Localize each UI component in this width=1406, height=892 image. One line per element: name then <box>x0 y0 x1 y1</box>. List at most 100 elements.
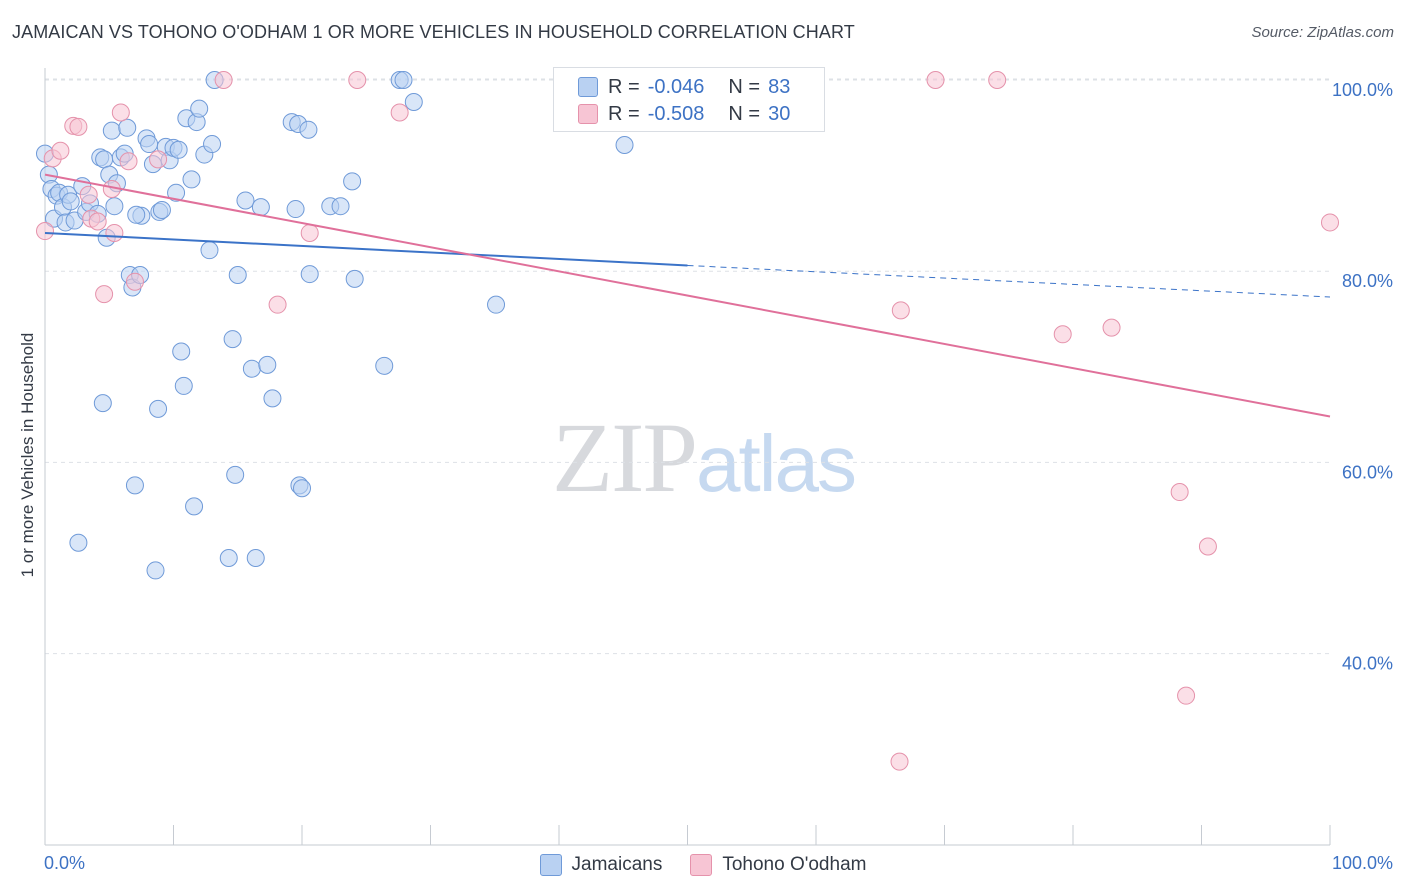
point-jamaicans <box>223 330 242 349</box>
point-jamaicans <box>404 92 423 111</box>
point-jamaicans <box>167 183 186 202</box>
point-jamaicans <box>345 269 364 288</box>
point-jamaicans <box>236 191 255 210</box>
point-tohono <box>891 301 910 320</box>
point-tohono <box>79 185 98 204</box>
y-tick-label: 80.0% <box>1342 271 1393 291</box>
legend-label-jamaicans: Jamaicans <box>571 854 663 875</box>
watermark-atlas: atlas <box>696 419 857 508</box>
legend-r-label: R = <box>608 102 640 125</box>
stats-legend: R = -0.046 N = 83 R = -0.508 N = 30 <box>553 67 825 132</box>
series-legend: Jamaicans Tohono O'odham <box>0 852 1406 878</box>
point-tohono <box>1198 537 1217 556</box>
point-jamaicans <box>182 170 201 189</box>
legend-r-value: -0.508 <box>647 102 705 125</box>
legend-r-value: -0.046 <box>647 75 705 98</box>
y-tick-label: 100.0% <box>1332 80 1393 100</box>
legend-n-label: N = <box>728 75 761 98</box>
point-tohono <box>51 141 70 160</box>
point-jamaicans <box>102 121 121 140</box>
legend-row-tohono: R = -0.508 N = 30 <box>578 101 790 127</box>
point-jamaicans <box>152 201 171 220</box>
point-jamaicans <box>93 394 112 413</box>
point-jamaicans <box>286 200 305 219</box>
y-tick-label: 40.0% <box>1342 654 1393 674</box>
point-jamaicans <box>203 135 222 154</box>
legend-row-jamaicans: R = -0.046 N = 83 <box>578 74 790 100</box>
point-tohono <box>926 71 945 89</box>
point-tohono <box>988 71 1007 89</box>
point-jamaicans <box>331 197 350 216</box>
legend-swatch-tohono <box>690 854 713 876</box>
x-tick-label: 100.0% <box>1332 853 1393 873</box>
point-tohono <box>1170 483 1189 502</box>
legend-n-value: 30 <box>768 102 791 125</box>
point-jamaicans <box>149 399 168 418</box>
point-jamaicans <box>140 135 159 154</box>
point-tohono <box>348 71 367 89</box>
point-jamaicans <box>300 265 319 284</box>
point-jamaicans <box>185 497 204 516</box>
legend-item-tohono: Tohono O'odham <box>690 854 866 876</box>
point-jamaicans <box>251 198 270 217</box>
point-tohono <box>214 71 233 89</box>
point-jamaicans <box>242 359 261 378</box>
point-jamaicans <box>263 389 282 408</box>
point-jamaicans <box>127 205 146 224</box>
point-tohono <box>69 117 88 136</box>
point-jamaicans <box>118 118 137 137</box>
point-jamaicans <box>125 476 144 495</box>
point-tohono <box>149 150 168 169</box>
point-jamaicans <box>61 192 80 211</box>
trendline-tohono <box>44 173 1331 418</box>
point-tohono <box>105 223 124 242</box>
point-jamaicans <box>228 266 247 285</box>
point-jamaicans <box>172 342 191 361</box>
point-jamaicans <box>394 71 413 89</box>
legend-swatch-jamaicans <box>539 854 562 876</box>
point-jamaicans <box>299 120 318 139</box>
point-jamaicans <box>169 140 188 159</box>
point-tohono <box>88 212 107 231</box>
legend-swatch-jamaicans <box>578 77 598 97</box>
point-tohono <box>300 223 319 242</box>
point-tohono <box>36 222 54 241</box>
point-jamaicans <box>343 172 362 191</box>
legend-item-jamaicans: Jamaicans <box>539 854 663 876</box>
trendline-jamaicans <box>44 231 688 267</box>
point-tohono <box>119 152 138 171</box>
point-tohono <box>111 103 130 122</box>
trendline-extension-jamaicans <box>687 264 1331 298</box>
chart-title: JAMAICAN VS TOHONO O'ODHAM 1 OR MORE VEH… <box>12 22 855 42</box>
point-jamaicans <box>615 136 634 155</box>
point-jamaicans <box>258 355 277 374</box>
legend-r-label: R = <box>608 75 640 98</box>
point-jamaicans <box>226 465 245 484</box>
point-jamaicans <box>219 549 238 567</box>
point-tohono <box>1053 325 1072 344</box>
point-jamaicans <box>190 99 209 118</box>
point-tohono <box>268 295 287 314</box>
point-jamaicans <box>375 356 394 375</box>
legend-n-label: N = <box>728 102 761 125</box>
point-jamaicans <box>487 295 506 314</box>
point-tohono <box>390 103 409 122</box>
y-tick-label: 60.0% <box>1342 462 1393 482</box>
point-tohono <box>1321 213 1339 232</box>
point-jamaicans <box>69 533 88 552</box>
point-tohono <box>125 272 144 291</box>
source-credit: Source: ZipAtlas.com <box>1251 24 1394 41</box>
point-tohono <box>95 285 114 304</box>
point-tohono <box>1102 318 1121 337</box>
point-jamaicans <box>293 479 311 498</box>
point-jamaicans <box>246 549 265 567</box>
point-jamaicans <box>174 376 193 395</box>
point-jamaicans <box>105 197 124 216</box>
point-jamaicans <box>200 241 219 260</box>
y-axis-label: 1 or more Vehicles in Household <box>18 332 37 578</box>
point-tohono <box>1177 686 1196 705</box>
legend-label-tohono: Tohono O'odham <box>722 854 867 875</box>
point-jamaicans <box>95 150 114 169</box>
point-tohono <box>890 752 909 771</box>
